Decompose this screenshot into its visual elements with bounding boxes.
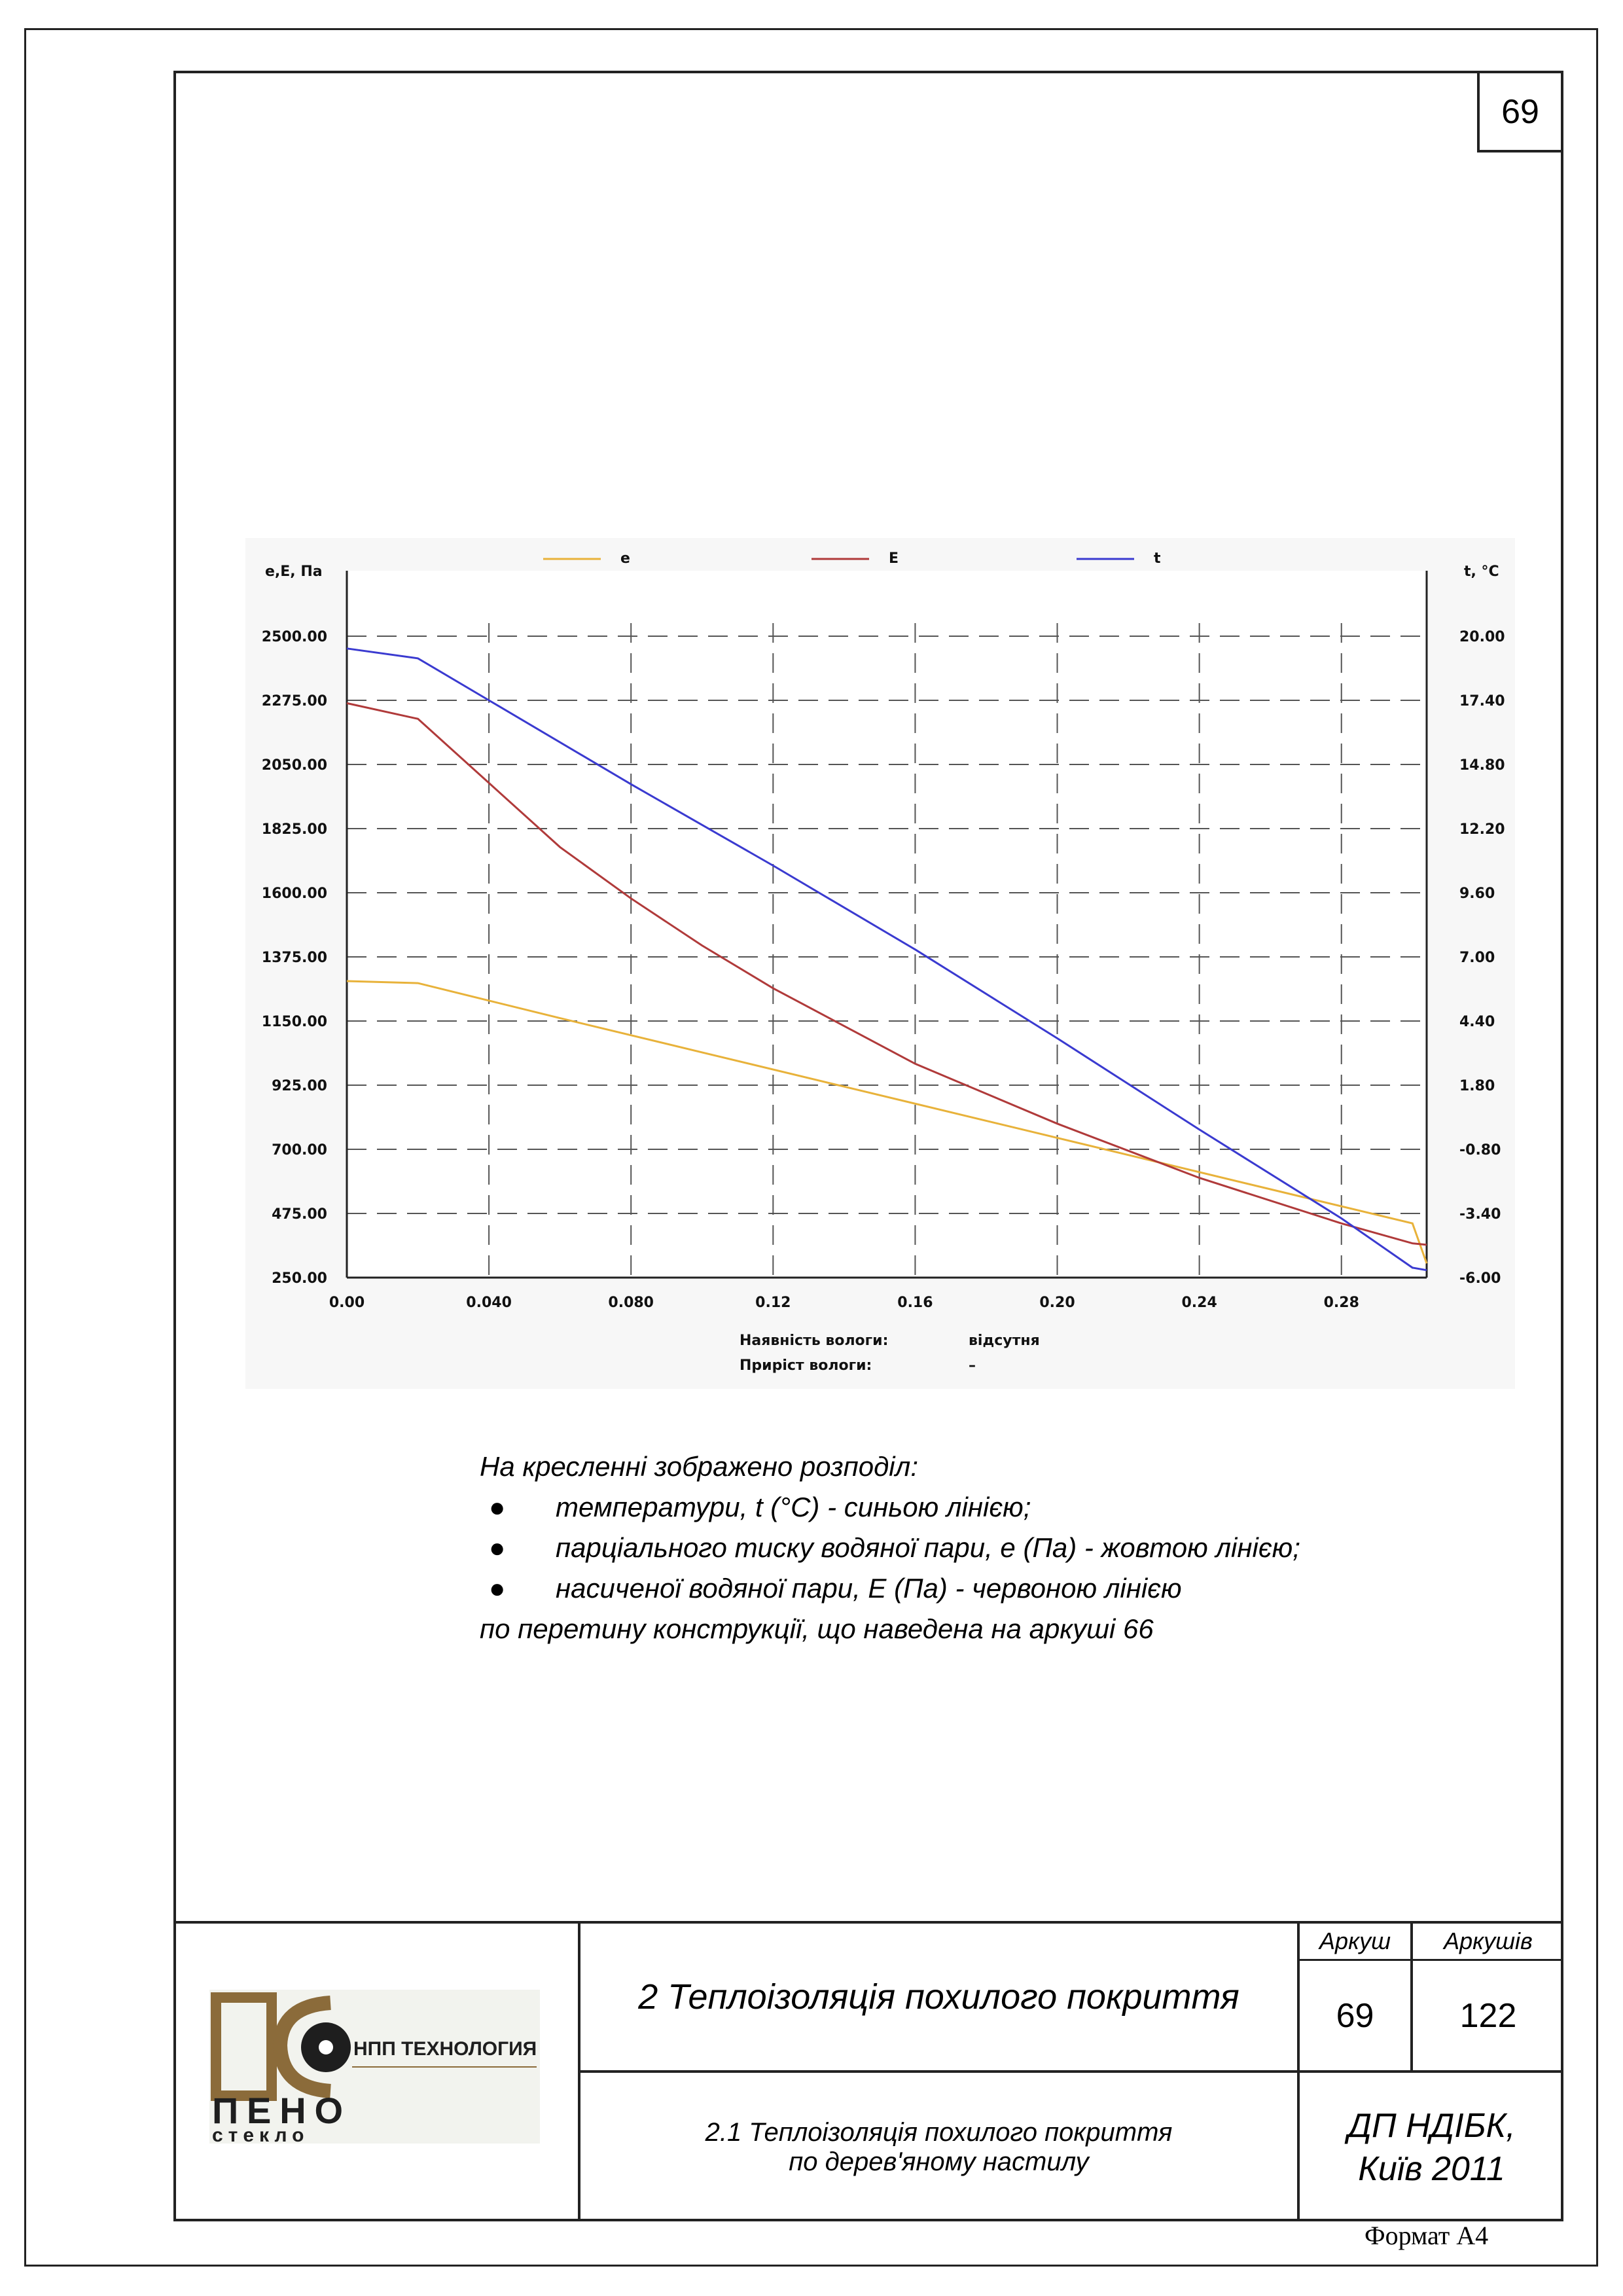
sheets-total: 122: [1459, 1996, 1517, 2035]
legend-label-E: E: [889, 550, 899, 567]
x-tick-label: 0.00: [329, 1295, 365, 1311]
organization: ДП НДІБК, Київ 2011: [1300, 2073, 1563, 2221]
y-left-tick-label: 475.00: [272, 1206, 327, 1223]
sheet-label: Аркуш: [1319, 1928, 1391, 1954]
description-item: ● температури, t (°C) - синьою лінією;: [480, 1487, 1300, 1528]
subtitle-line2: по дерев'яному настилу: [789, 2147, 1089, 2176]
legend-label-t: t: [1154, 550, 1161, 567]
y-left-tick-label: 1825.00: [262, 821, 327, 838]
bullet-icon: ●: [489, 1573, 506, 1604]
y-right-tick-label: 4.40: [1459, 1014, 1495, 1030]
y-right-tick-label: 14.80: [1459, 757, 1505, 774]
page-number-value: 69: [1501, 92, 1539, 131]
sheet-subtitle: 2.1 Теплоізоляція похилого покриття по д…: [580, 2073, 1297, 2221]
legend-label-e: e: [620, 550, 630, 567]
title-block-top-line: [173, 1921, 1563, 1924]
company-logo: НПП ТЕХНОЛОГИЯ ПЕНО стекло: [209, 1990, 540, 2146]
series-line-E: [346, 702, 1427, 1246]
y-right-tick-label: 7.00: [1459, 950, 1495, 966]
description-item: ● насиченої водяної пари, Е (Па) - червон…: [480, 1568, 1300, 1609]
title-block-divider: [578, 2070, 1563, 2073]
y-right-tick-label: 20.00: [1459, 629, 1505, 645]
drawing-frame: [173, 71, 1563, 2221]
title-block-divider: [1410, 1921, 1413, 2072]
y-left-axis-label: e,E, Па: [265, 564, 323, 580]
x-tick-label: 0.16: [897, 1295, 933, 1311]
y-right-tick-label: 9.60: [1459, 886, 1495, 902]
x-tick-label: 0.040: [466, 1295, 512, 1311]
info-value: –: [969, 1357, 976, 1374]
y-left-tick-label: 2050.00: [262, 757, 327, 774]
y-right-tick-label: 1.80: [1459, 1078, 1495, 1094]
logo-line3: стекло: [212, 2125, 309, 2144]
info-label: Наявність вологи:: [740, 1333, 888, 1349]
logo-graphic: НПП ТЕХНОЛОГИЯ ПЕНО стекло: [211, 1992, 537, 2146]
info-label: Приріст вологи:: [740, 1357, 872, 1374]
title-block-divider: [1297, 1959, 1563, 1961]
subtitle-line1: 2.1 Теплоізоляція похилого покриття: [705, 2117, 1173, 2147]
y-left-tick-label: 700.00: [272, 1142, 327, 1158]
y-right-tick-label: -3.40: [1459, 1206, 1501, 1223]
series-line-t: [346, 647, 1427, 1272]
org-line2: Київ 2011: [1358, 2149, 1505, 2188]
logo-line1: НПП ТЕХНОЛОГИЯ: [353, 2038, 537, 2060]
sheets-label: Аркушів: [1444, 1928, 1533, 1954]
outer-border: [24, 28, 1598, 2267]
description-outro: по перетину конструкції, що наведена на …: [480, 1613, 1154, 1644]
y-left-tick-label: 1150.00: [262, 1014, 327, 1030]
y-left-tick-label: 1375.00: [262, 950, 327, 966]
y-right-axis-label: t, °C: [1464, 564, 1499, 580]
page-number: 69: [1477, 71, 1563, 152]
y-left-tick-label: 925.00: [272, 1078, 327, 1094]
bullet-icon: ●: [489, 1492, 506, 1522]
info-value: відсутня: [969, 1333, 1040, 1349]
bullet-icon: ●: [489, 1532, 506, 1563]
y-left-tick-label: 2275.00: [262, 693, 327, 709]
y-right-tick-label: -0.80: [1459, 1142, 1501, 1158]
y-right-tick-label: -6.00: [1459, 1270, 1501, 1287]
line-chart: 2500.00 20.00 2275.00 17.40 2050.00 14.80 1825…: [245, 538, 1515, 1389]
y-right-tick-label: 17.40: [1459, 693, 1505, 709]
x-tick-label: 0.28: [1324, 1295, 1359, 1311]
description-item: ● парціального тиску водяної пари, е (Па)…: [480, 1528, 1300, 1568]
x-tick-label: 0.12: [755, 1295, 791, 1311]
series-line-e: [346, 980, 1428, 1264]
y-left-tick-label: 1600.00: [262, 886, 327, 902]
y-left-tick-label: 250.00: [272, 1270, 327, 1287]
y-right-tick-label: 12.20: [1459, 821, 1505, 838]
format-label: Формат А4: [1364, 2221, 1489, 2250]
x-tick-label: 0.24: [1181, 1295, 1217, 1311]
description-intro: На кресленні зображено розподіл:: [480, 1451, 918, 1482]
x-tick-label: 0.20: [1039, 1295, 1075, 1311]
org-line1: ДП НДІБК,: [1347, 2106, 1516, 2145]
x-tick-label: 0.080: [608, 1295, 654, 1311]
y-left-tick-label: 2500.00: [262, 629, 327, 645]
sheet-number: 69: [1336, 1996, 1374, 2035]
sheet-title: 2 Теплоізоляція похилого покриття: [638, 1977, 1240, 2017]
chart-description: На кресленні зображено розподіл: ● темпер…: [480, 1446, 1300, 1649]
